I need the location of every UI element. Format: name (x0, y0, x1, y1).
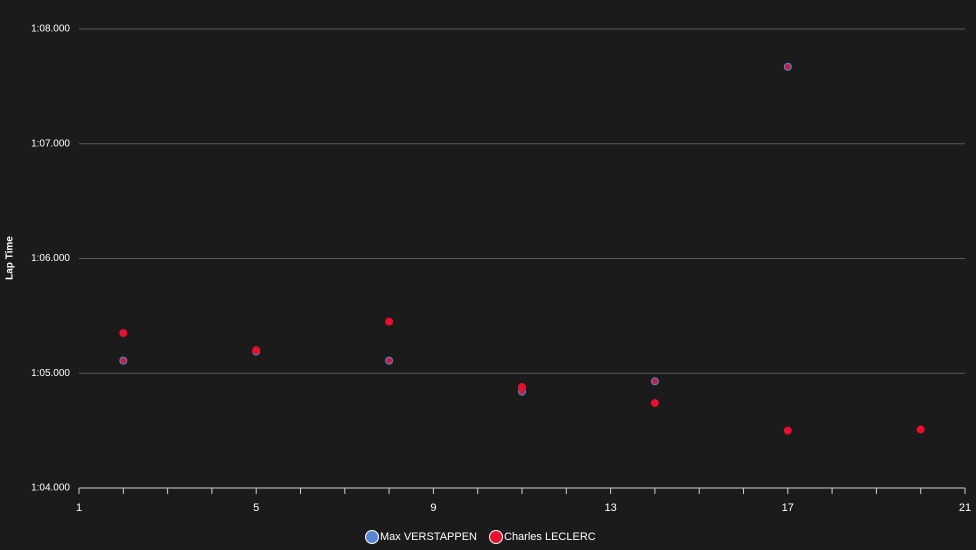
legend-item: Max VERSTAPPEN (365, 530, 477, 544)
x-tick-label: 9 (430, 502, 436, 514)
legend-marker (489, 530, 503, 544)
y-tick-label: 1:05.000 (31, 368, 70, 379)
y-tick-label: 1:04.000 (31, 483, 70, 494)
legend-label: Charles LECLERC (504, 531, 596, 543)
point (783, 426, 792, 435)
point (385, 317, 394, 326)
point (385, 356, 394, 365)
point (650, 377, 659, 386)
point (119, 329, 128, 338)
y-tick-label: 1:06.000 (31, 253, 70, 264)
point (252, 346, 261, 355)
point (119, 356, 128, 365)
y-axis-label: Lap Time (5, 236, 16, 280)
legend-item: Charles LECLERC (489, 530, 596, 544)
x-tick-label: 17 (782, 502, 794, 514)
x-tick-label: 1 (76, 502, 82, 514)
x-tick-label: 13 (604, 502, 616, 514)
point (916, 425, 925, 434)
x-tick-label: 5 (253, 502, 259, 514)
point (650, 399, 659, 408)
point (518, 383, 526, 392)
y-tick-label: 1:08.000 (31, 24, 70, 35)
y-tick-label: 1:07.000 (31, 138, 70, 149)
legend-label: Max VERSTAPPEN (380, 531, 477, 543)
x-tick-label: 21 (959, 502, 971, 514)
legend-marker (365, 530, 379, 544)
point (783, 62, 792, 71)
